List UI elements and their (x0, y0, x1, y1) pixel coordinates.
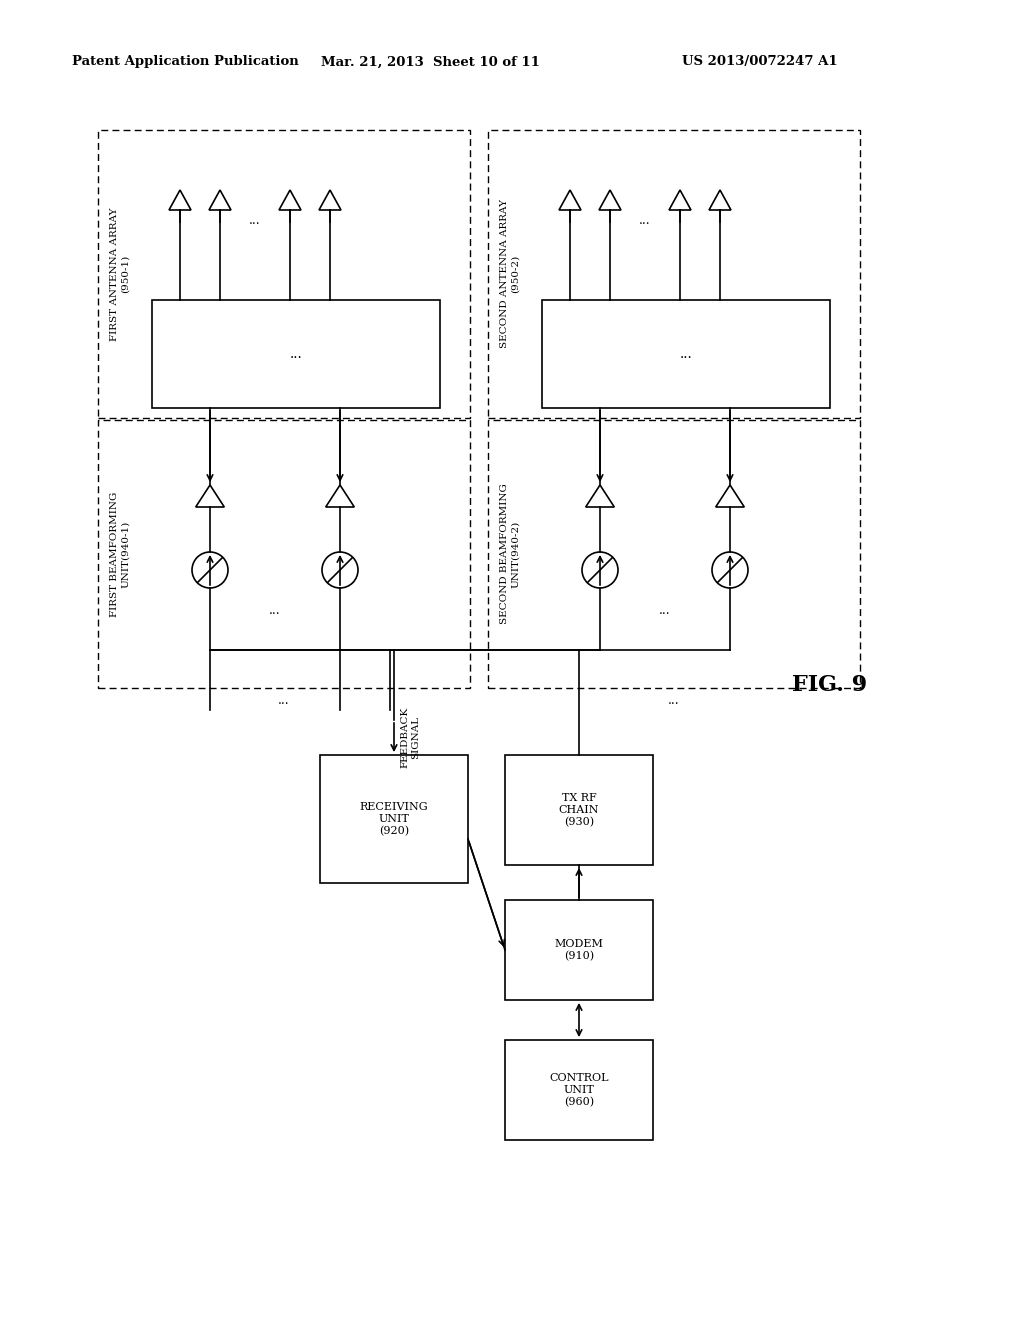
Text: SECOND BEAMFORMING
UNIT(940-2): SECOND BEAMFORMING UNIT(940-2) (501, 483, 520, 624)
Text: ...: ... (659, 603, 671, 616)
Bar (98, 129, 470, 418)
Text: FIG. 9: FIG. 9 (793, 675, 867, 696)
Text: ...: ... (680, 347, 692, 360)
Bar (488, 129, 860, 418)
Text: ...: ... (279, 693, 290, 706)
Text: ...: ... (669, 693, 680, 706)
Text: CONTROL
UNIT
(960): CONTROL UNIT (960) (549, 1073, 608, 1106)
Bar (319, 755, 468, 883)
Text: TX RF
CHAIN
(930): TX RF CHAIN (930) (559, 793, 599, 826)
Bar (505, 900, 653, 1001)
Text: ...: ... (290, 347, 302, 360)
Bar (98, 420, 470, 688)
Bar (505, 1040, 653, 1140)
Bar (488, 420, 860, 688)
Text: MODEM
(910): MODEM (910) (555, 939, 603, 961)
Text: SECOND ANTENNA ARRAY
(950-2): SECOND ANTENNA ARRAY (950-2) (501, 199, 520, 348)
Text: ...: ... (269, 603, 281, 616)
Text: RECEIVING
UNIT
(920): RECEIVING UNIT (920) (359, 803, 428, 836)
Text: Patent Application Publication: Patent Application Publication (72, 55, 298, 69)
Text: FEEDBACK
SIGNAL: FEEDBACK SIGNAL (400, 706, 420, 768)
Text: US 2013/0072247 A1: US 2013/0072247 A1 (682, 55, 838, 69)
Text: Mar. 21, 2013  Sheet 10 of 11: Mar. 21, 2013 Sheet 10 of 11 (321, 55, 540, 69)
Bar (505, 755, 653, 865)
Text: FIRST BEAMFORMING
UNIT(940-1): FIRST BEAMFORMING UNIT(940-1) (111, 491, 130, 616)
Text: ...: ... (639, 214, 651, 227)
Bar (152, 300, 440, 408)
Text: FIRST ANTENNA ARRAY
(950-1): FIRST ANTENNA ARRAY (950-1) (111, 207, 130, 341)
Bar (542, 300, 830, 408)
Text: ...: ... (249, 214, 261, 227)
